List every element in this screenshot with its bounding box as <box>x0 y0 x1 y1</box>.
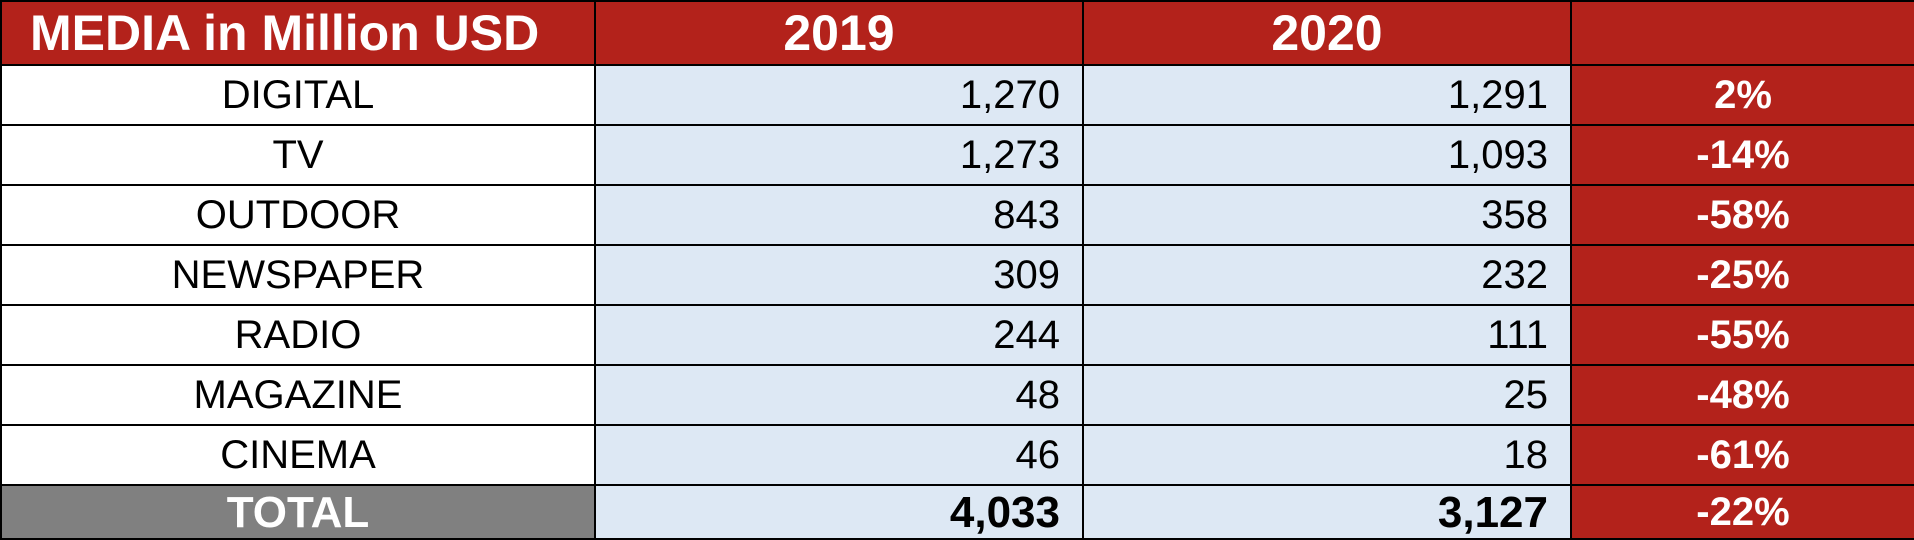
table-row: CINEMA 46 18 -61% <box>0 424 1914 486</box>
change-cell: 2% <box>1570 64 1914 126</box>
total-2019-value: 4,033 <box>594 484 1084 540</box>
value-2020-cell: 358 <box>1082 184 1572 246</box>
value-2020-cell: 1,291 <box>1082 64 1572 126</box>
media-cell: CINEMA <box>0 424 596 486</box>
total-label: TOTAL <box>0 484 596 540</box>
value-2020-cell: 25 <box>1082 364 1572 426</box>
media-cell: NEWSPAPER <box>0 244 596 306</box>
total-change: -22% <box>1570 484 1914 540</box>
total-row: TOTAL 4,033 3,127 -22% <box>0 484 1914 540</box>
value-2020-cell: 1,093 <box>1082 124 1572 186</box>
table-row: MAGAZINE 48 25 -48% <box>0 364 1914 426</box>
table-row: NEWSPAPER 309 232 -25% <box>0 244 1914 306</box>
media-cell: MAGAZINE <box>0 364 596 426</box>
change-cell: -61% <box>1570 424 1914 486</box>
value-2020-cell: 111 <box>1082 304 1572 366</box>
change-cell: -48% <box>1570 364 1914 426</box>
header-2019: 2019 <box>594 0 1084 66</box>
table-row: TV 1,273 1,093 -14% <box>0 124 1914 186</box>
table-row: OUTDOOR 843 358 -58% <box>0 184 1914 246</box>
value-2019-cell: 1,273 <box>594 124 1084 186</box>
media-cell: OUTDOOR <box>0 184 596 246</box>
header-change <box>1570 0 1914 66</box>
value-2020-cell: 18 <box>1082 424 1572 486</box>
table-row: DIGITAL 1,270 1,291 2% <box>0 64 1914 126</box>
media-cell: DIGITAL <box>0 64 596 126</box>
media-cell: TV <box>0 124 596 186</box>
table-row: RADIO 244 111 -55% <box>0 304 1914 366</box>
change-cell: -25% <box>1570 244 1914 306</box>
header-row: MEDIA in Million USD 2019 2020 <box>0 0 1914 66</box>
value-2020-cell: 232 <box>1082 244 1572 306</box>
value-2019-cell: 46 <box>594 424 1084 486</box>
header-media: MEDIA in Million USD <box>0 0 596 66</box>
value-2019-cell: 244 <box>594 304 1084 366</box>
value-2019-cell: 48 <box>594 364 1084 426</box>
change-cell: -58% <box>1570 184 1914 246</box>
value-2019-cell: 309 <box>594 244 1084 306</box>
media-cell: RADIO <box>0 304 596 366</box>
change-cell: -14% <box>1570 124 1914 186</box>
header-2020: 2020 <box>1082 0 1572 66</box>
change-cell: -55% <box>1570 304 1914 366</box>
value-2019-cell: 1,270 <box>594 64 1084 126</box>
total-2020-value: 3,127 <box>1082 484 1572 540</box>
value-2019-cell: 843 <box>594 184 1084 246</box>
